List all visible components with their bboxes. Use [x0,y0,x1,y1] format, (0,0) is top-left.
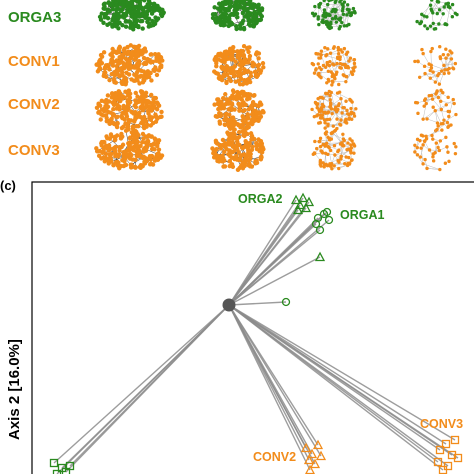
network-thumbnail [94,88,164,132]
panel-tag-c: (c) [0,178,16,193]
network-thumbnail [210,129,266,173]
ordination-sample-marker [300,442,312,453]
network-thumbnail [310,0,357,31]
ordination-plot-frame [31,181,474,474]
ordination-sample-marker [322,207,332,217]
network-grid [94,0,459,173]
ordination-sample-marker [312,439,324,450]
network-thumbnail [210,0,265,32]
ordination-spoke [228,229,321,306]
y-axis-label: Axis 2 [16.0%] [6,339,23,440]
network-thumbnail [212,88,266,132]
ordination-sample-marker [290,194,302,205]
ordination-sample-marker [315,450,327,461]
ordination-spoke [53,304,230,464]
ordination-sample-marker [433,457,443,467]
ordination-sample-marker [324,215,334,225]
group-label-conv3: CONV3 [420,417,463,431]
ordination-spoke [228,304,449,467]
ordination-centroid [222,298,236,312]
ordination-sample-marker [450,435,460,445]
ordination-sample-marker [65,461,75,471]
ordination-sample-marker [292,204,304,215]
ordination-spoke [228,304,322,457]
ordination-spoke [69,304,230,467]
ordination-spoke [228,304,447,445]
ordination-spoke [228,211,328,306]
network-thumbnail [97,0,166,32]
ordination-spoke [228,304,444,471]
ordination-sample-marker [315,225,325,235]
row-label-conv1: CONV1 [8,53,60,70]
ordination-points [49,192,463,474]
ordination-sample-marker [441,439,451,449]
ordination-spoke [228,199,297,306]
ordination-spoke [228,304,311,471]
ordination-sample-marker [453,453,463,463]
ordination-spokes [53,197,459,474]
row-label-conv2: CONV2 [8,96,60,113]
ordination-spoke [228,304,316,465]
network-thumbnail [415,0,459,31]
network-thumbnail [414,88,458,133]
row-label-orga3: ORGA3 [8,9,62,26]
ordination-sample-marker [435,445,445,455]
network-thumbnail [212,43,266,87]
ordination-sample-marker [281,297,291,307]
ordination-sample-marker [49,458,59,468]
network-thumbnail [311,128,357,171]
network-thumbnail [413,45,458,86]
group-label-orga2: ORGA2 [238,192,283,206]
ordination-sample-marker [306,448,318,459]
ordination-sample-marker [52,469,62,474]
ordination-spoke [228,304,456,441]
network-thumbnail [310,89,358,131]
ordination-sample-marker [311,219,321,229]
ordination-spoke [228,304,459,459]
group-label-conv2: CONV2 [253,450,296,464]
ordination-sample-marker [300,202,312,213]
network-thumbnail [310,45,357,87]
network-thumbnail [413,127,458,172]
ordination-spoke [228,301,287,306]
ordination-sample-marker [303,196,315,207]
ordination-sample-marker [314,251,326,262]
ordination-spoke [228,256,321,306]
network-thumbnail [94,43,165,87]
ordination-spoke [228,201,310,306]
network-thumbnail [94,128,165,171]
row-label-conv3: CONV3 [8,142,60,159]
ordination-sample-marker [297,192,309,203]
group-label-orga1: ORGA1 [340,208,385,222]
ordination-sample-marker [303,454,315,465]
ordination-sample-marker [309,458,321,469]
